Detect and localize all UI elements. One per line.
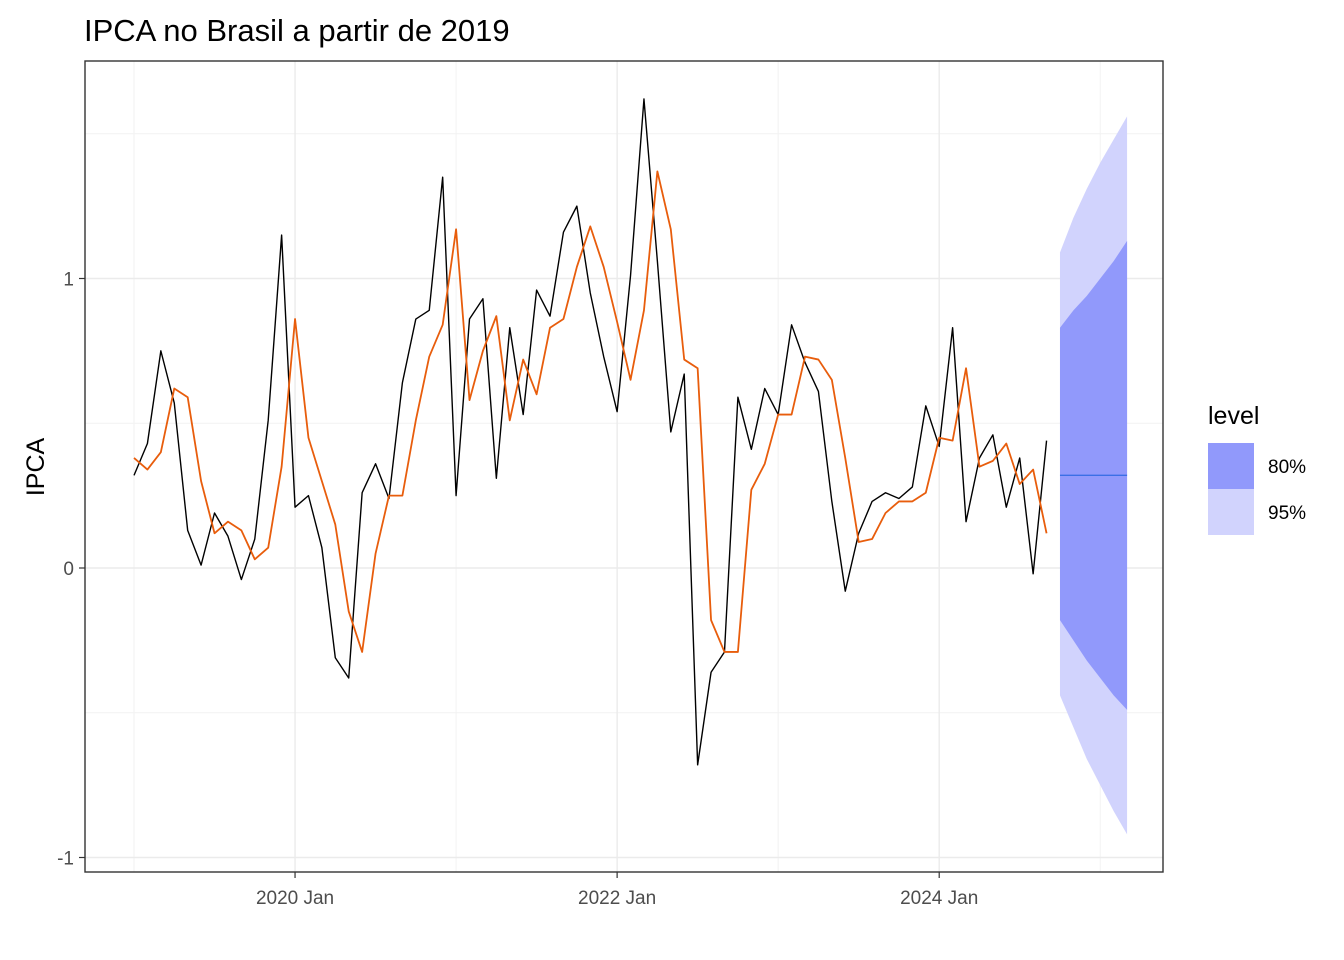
series-line-fitted xyxy=(133,170,1048,653)
chart-title: IPCA no Brasil a partir de 2019 xyxy=(84,13,510,48)
y-tick-label: 1 xyxy=(63,270,74,291)
legend-label: 80% xyxy=(1268,457,1306,478)
plot-panel: -1 0 1 2020 Jan 2022 Jan 2024 Jan xyxy=(57,60,1164,909)
x-tick-label: 2024 Jan xyxy=(900,888,978,909)
x-tick-label: 2020 Jan xyxy=(256,888,334,909)
legend-key xyxy=(1208,489,1254,535)
legend-label: 95% xyxy=(1268,503,1306,524)
x-tick-label: 2022 Jan xyxy=(578,888,656,909)
series-line-observed xyxy=(133,98,1048,766)
legend: level 80% 95% xyxy=(1208,402,1306,535)
panel-border xyxy=(84,60,1164,873)
legend-key xyxy=(1208,443,1254,489)
y-tick-label: -1 xyxy=(57,849,74,870)
legend-title: level xyxy=(1208,402,1259,430)
y-axis-title: IPCA xyxy=(22,438,50,497)
y-tick-label: 0 xyxy=(63,559,74,580)
